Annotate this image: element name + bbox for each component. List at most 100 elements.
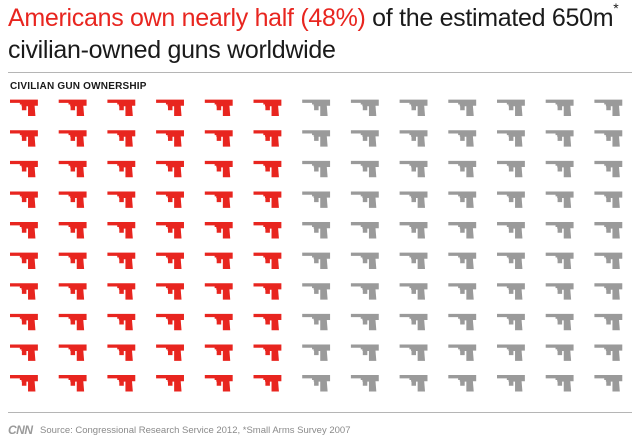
gun-icon-world — [497, 375, 525, 392]
title-line2: civilian-owned guns worldwide — [8, 36, 336, 64]
gun-icon-world — [302, 130, 331, 147]
gun-icon-us — [10, 99, 38, 117]
gun-icon-world — [448, 130, 477, 147]
gun-icon-world — [545, 191, 574, 208]
gun-icon-us — [253, 130, 282, 147]
gun-icon-world — [545, 313, 574, 331]
title-highlight: Americans own nearly half (48%) — [8, 4, 366, 32]
gun-icon-world — [302, 160, 331, 178]
gun-icon-us — [107, 160, 136, 178]
gun-icon-us — [204, 130, 233, 147]
gun-icon-us — [204, 344, 233, 361]
gun-icon-us — [156, 313, 184, 331]
gun-icon-us — [10, 283, 38, 300]
gun-icon-us — [58, 222, 87, 239]
gun-icon-us — [10, 191, 38, 208]
gun-icon-us — [253, 99, 282, 117]
gun-icon-world — [302, 313, 331, 331]
gun-icon-us — [156, 375, 184, 392]
gun-icon-world — [448, 160, 477, 178]
title-asterisk: * — [613, 0, 619, 16]
gun-icon-us — [10, 222, 38, 239]
gun-icon-us — [156, 160, 184, 178]
gun-icon-world — [448, 99, 477, 117]
gun-icon-world — [399, 375, 428, 392]
gun-icon-world — [497, 313, 525, 331]
gun-icon-us — [156, 252, 184, 270]
gun-icon-world — [399, 222, 428, 239]
gun-icon-world — [594, 375, 623, 392]
gun-icon-world — [448, 191, 477, 208]
gun-icon-world — [399, 99, 428, 117]
gun-icon-world — [350, 283, 379, 300]
gun-icon-world — [545, 283, 574, 300]
gun-icon-us — [10, 252, 38, 270]
gun-icon-us — [10, 344, 38, 361]
gun-icon-world — [399, 252, 428, 270]
gun-icon-us — [204, 252, 233, 270]
gun-icon-world — [448, 375, 477, 392]
gun-icon-world — [594, 313, 623, 331]
gun-icon-us — [107, 283, 136, 300]
gun-icon-world — [497, 344, 525, 361]
gun-icon-world — [497, 130, 525, 147]
gun-icon-world — [399, 191, 428, 208]
gun-icon-world — [350, 160, 379, 178]
gun-icon-world — [302, 99, 331, 117]
chart-title: Americans own nearly half (48%) of the e… — [8, 0, 632, 66]
gun-icon-world — [350, 191, 379, 208]
gun-icon-us — [204, 313, 233, 331]
gun-icon-world — [594, 252, 623, 270]
gun-icon-world — [448, 222, 477, 239]
bottom-divider — [8, 412, 632, 413]
section-label: CIVILIAN GUN OWNERSHIP — [10, 81, 147, 92]
gun-icon-world — [399, 160, 428, 178]
gun-icon-us — [204, 222, 233, 239]
gun-icon-world — [545, 252, 574, 270]
gun-icon-us — [107, 130, 136, 147]
gun-icon-world — [302, 283, 331, 300]
gun-icon-world — [594, 99, 623, 117]
gun-icon-world — [497, 99, 525, 117]
gun-icon-us — [58, 375, 87, 392]
gun-icon-us — [253, 252, 282, 270]
gun-icon-world — [350, 313, 379, 331]
gun-icon-us — [156, 99, 184, 117]
gun-icon-world — [399, 283, 428, 300]
gun-icon-world — [594, 222, 623, 239]
gun-icon-world — [497, 222, 525, 239]
gun-icon-world — [594, 191, 623, 208]
gun-icon-us — [107, 191, 136, 208]
gun-icon-us — [204, 283, 233, 300]
gun-icon-us — [253, 313, 282, 331]
gun-icon-world — [350, 99, 379, 117]
gun-icon-us — [10, 313, 38, 331]
gun-icon-world — [545, 222, 574, 239]
gun-icon-us — [204, 375, 233, 392]
gun-icon-us — [156, 130, 184, 147]
gun-icon-us — [156, 283, 184, 300]
gun-icon-us — [58, 191, 87, 208]
gun-icon-world — [497, 283, 525, 300]
gun-icon-world — [497, 252, 525, 270]
title-rest: of the estimated 650m — [365, 4, 614, 32]
gun-icon-world — [399, 344, 428, 361]
gun-icon-us — [253, 375, 282, 392]
gun-icon-us — [156, 191, 184, 208]
gun-icon-world — [399, 313, 428, 331]
gun-icon-world — [448, 252, 477, 270]
gun-icon-us — [58, 252, 87, 270]
gun-icon-us — [107, 252, 136, 270]
gun-icon-us — [253, 283, 282, 300]
source-note: Source: Congressional Research Service 2… — [40, 425, 351, 436]
gun-icon-us — [107, 344, 136, 361]
gun-icon-world — [594, 160, 623, 178]
gun-icon-world — [545, 344, 574, 361]
gun-icon-us — [10, 130, 38, 147]
gun-icon-world — [545, 99, 574, 117]
cnn-logo: CNN — [8, 423, 33, 437]
gun-icon-us — [58, 313, 87, 331]
gun-icon-world — [448, 344, 477, 361]
gun-icon-us — [58, 283, 87, 300]
